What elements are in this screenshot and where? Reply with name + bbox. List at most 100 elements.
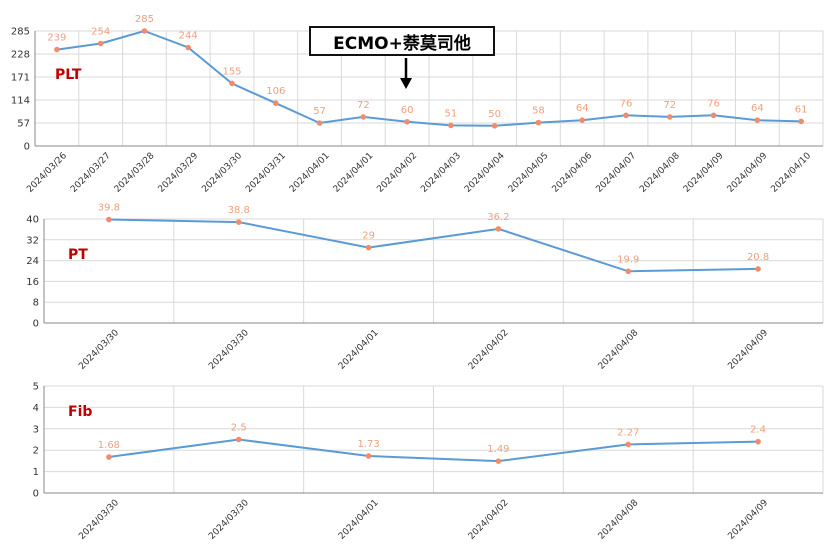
data-point (495, 226, 502, 232)
y-tick-label: 114 (11, 96, 30, 107)
y-tick-label: 0 (33, 489, 39, 500)
data-label: 60 (401, 105, 414, 116)
data-point (106, 454, 112, 460)
data-point (754, 117, 761, 123)
x-tick-label: 2024/04/05 (507, 151, 551, 195)
x-tick-label: 2024/04/06 (551, 151, 595, 195)
data-point (185, 44, 192, 51)
data-label: 244 (179, 31, 198, 42)
data-point (495, 458, 502, 464)
data-point (755, 266, 761, 272)
data-point (710, 112, 717, 119)
x-tick-label: 2024/04/01 (337, 498, 381, 542)
data-point (97, 40, 104, 47)
x-tick-label: 2024/04/08 (597, 328, 641, 372)
data-label: 76 (620, 98, 633, 109)
data-point (448, 122, 454, 129)
data-label: 76 (707, 98, 720, 109)
annotation-text: ECMO+萘莫司他 (333, 33, 471, 54)
x-tick-label: 2024/03/30 (207, 498, 251, 542)
data-label: 2.5 (231, 423, 247, 434)
x-tick-label: 2024/04/01 (288, 151, 332, 195)
x-tick-label: 2024/04/10 (769, 151, 813, 195)
data-point (755, 438, 761, 445)
x-tick-label: 2024/03/30 (77, 498, 121, 542)
x-tick-label: 2024/04/02 (467, 328, 511, 372)
data-label: 19.9 (617, 254, 639, 265)
data-label: 64 (751, 103, 764, 114)
x-tick-label: 2024/03/30 (200, 151, 244, 195)
y-tick-label: 1 (33, 467, 39, 478)
data-point (798, 118, 804, 125)
y-tick-label: 5 (33, 382, 39, 393)
data-label: 29 (362, 231, 375, 242)
y-tick-label: 0 (24, 142, 30, 153)
data-label: 106 (266, 86, 285, 97)
x-tick-label: 2024/03/27 (69, 151, 113, 195)
data-label: 50 (488, 109, 501, 120)
data-label: 2.4 (750, 425, 766, 436)
y-tick-label: 24 (26, 256, 39, 267)
data-point (229, 80, 235, 87)
chart-pt: 0 8 16 24 32 40 2024/03/30 2024/03/30 2024/04/01… (26, 203, 824, 372)
data-point (316, 120, 323, 126)
data-point (106, 216, 112, 223)
series-line-fib (108, 438, 759, 463)
y-tick-label: 171 (11, 73, 30, 84)
y-tick-label: 32 (26, 235, 39, 246)
down-arrow-icon (400, 58, 412, 89)
data-point (235, 436, 242, 443)
series-label-pt: PT (68, 247, 88, 263)
data-point (235, 219, 242, 225)
data-point (535, 119, 542, 126)
data-label: 155 (222, 66, 241, 77)
x-tick-label: 2024/04/02 (467, 498, 511, 542)
y-tick-label: 40 (26, 215, 39, 226)
chart-fib: 0 1 2 3 4 5 2024/03/30 2024/03/30 2024/04/01 2024… (33, 382, 824, 542)
data-point (54, 46, 60, 53)
x-tick-label: 2024/04/07 (594, 151, 638, 195)
x-tick-label: 2024/03/31 (244, 151, 288, 195)
x-tick-label: 2024/04/09 (726, 498, 770, 542)
data-label: 64 (576, 103, 589, 114)
x-tick-label: 2024/04/08 (638, 151, 682, 195)
x-tick-label: 2024/04/01 (332, 151, 376, 195)
data-label: 1.49 (487, 444, 509, 455)
series-line-plt (56, 29, 802, 127)
data-point (141, 28, 148, 34)
y-tick-label: 228 (11, 50, 30, 61)
data-label: 61 (795, 104, 808, 115)
x-tick-label: 2024/04/09 (682, 151, 726, 195)
series-label-fib: Fib (68, 404, 92, 420)
y-tick-label: 3 (33, 424, 39, 435)
data-label: 285 (135, 14, 154, 25)
x-tick-label: 2024/04/09 (726, 328, 770, 372)
data-label: 39.8 (98, 203, 120, 214)
data-point (491, 123, 498, 129)
data-point (625, 268, 632, 275)
data-label: 72 (357, 100, 370, 111)
data-point (579, 117, 586, 123)
annotation-box: ECMO+萘莫司他 (309, 26, 495, 56)
x-tick-label: 2024/03/30 (207, 328, 251, 372)
x-tick-label: 2024/04/01 (337, 328, 381, 372)
x-tick-label: 2024/04/02 (375, 151, 419, 195)
data-point (365, 453, 372, 459)
data-point (404, 118, 410, 125)
data-label: 239 (47, 33, 66, 44)
data-label: 57 (313, 106, 326, 117)
data-label: 38.8 (228, 205, 250, 216)
data-label: 1.73 (357, 439, 379, 450)
data-point (272, 100, 279, 107)
data-label: 254 (91, 27, 110, 38)
x-tick-label: 2024/04/08 (597, 498, 641, 542)
data-label: 51 (445, 108, 458, 119)
data-label: 36.2 (487, 212, 509, 223)
data-label: 58 (532, 106, 545, 117)
x-tick-label: 2024/03/29 (157, 151, 201, 195)
x-tick-label: 2024/03/26 (25, 151, 69, 195)
x-tick-label: 2024/04/03 (419, 151, 463, 195)
series-label-plt: PLT (55, 67, 82, 83)
data-point (666, 114, 673, 120)
